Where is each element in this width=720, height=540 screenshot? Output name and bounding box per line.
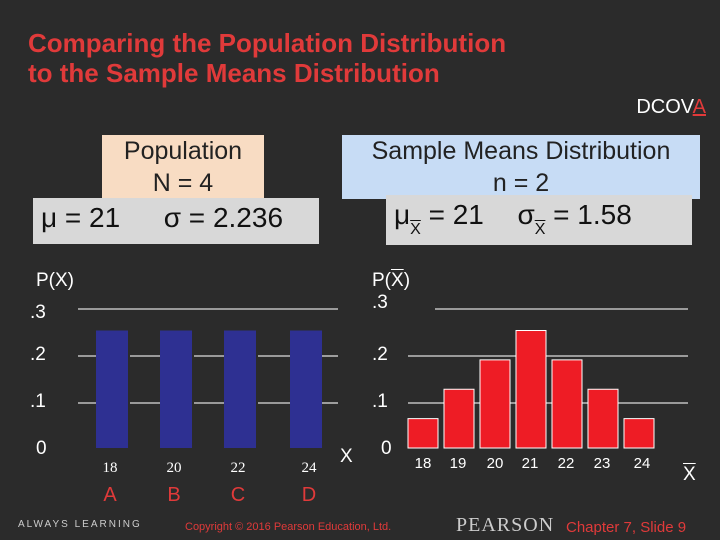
sample-bar [515,330,547,449]
sample-xlabel: X [683,464,696,485]
sample-xtick: 21 [521,455,539,472]
sample-ytick: .3 [372,292,388,313]
sample-xtick: 24 [633,455,651,472]
sample-mu-symbol: μ [394,199,411,230]
sample-mu-sub: X [410,221,421,238]
sample-bar [623,418,655,449]
sample-bar [407,418,439,449]
sample-bar [479,359,511,449]
population-xtick: 22 [230,460,246,476]
footer-always-learning: ALWAYS LEARNING [18,519,142,530]
footer-copyright: Copyright © 2016 Pearson Education, Ltd. [185,521,392,533]
sample-formula: μX = 21 σX = 1.58 [386,195,692,245]
sample-xtick: 23 [593,455,611,472]
population-letter: B [167,484,181,506]
population-xlabel: X [340,446,353,467]
pearson-logo: PEARSON [456,514,555,536]
population-mu: μ = 21 [41,202,121,233]
sample-bar [443,388,475,449]
slide-title: Comparing the Population Distribution to… [28,28,668,88]
sample-ylabel: P(X) [372,270,410,292]
population-xtick: 20 [166,460,182,476]
sample-sigma-symbol: σ [517,199,535,230]
population-bar [290,330,322,448]
slide-number: Chapter 7, Slide 9 [566,519,687,536]
sample-ytick: .1 [372,391,388,412]
sample-ytick: .2 [372,344,388,365]
population-bar [160,330,192,448]
population-bar [224,330,256,448]
population-sigma: σ = 2.236 [163,202,284,233]
population-ytick: .1 [30,391,46,412]
population-letter: A [103,484,117,506]
sample-bar [587,388,619,449]
title-line-1: Comparing the Population Distribution [28,28,507,58]
sample-box: Sample Means Distribution n = 2 [342,135,700,199]
population-ytick: .3 [30,302,46,323]
sample-xtick: 22 [557,455,575,472]
population-bar [96,330,128,448]
sample-sigma-sub: X [534,221,546,238]
population-label: Population [123,137,243,165]
population-ytick: .2 [30,344,46,365]
population-formula: μ = 21 σ = 2.236 [33,198,319,244]
population-letter: C [230,484,246,506]
title-line-2: to the Sample Means Distribution [28,58,440,88]
tag-highlight: A [692,96,706,118]
sample-bar [551,359,583,449]
sample-ylabel-prefix: P( [372,270,391,291]
tag-prefix: DCOV [636,96,693,118]
sample-sigma-value: = 1.58 [553,199,632,230]
sample-ylabel-var: X [391,270,404,291]
sample-xtick: 18 [414,455,432,472]
population-xtick: 18 [102,460,118,476]
sample-xtick: 19 [449,455,467,472]
population-ytick: 0 [36,438,47,459]
dcova-tag: DCOVA [636,96,706,119]
population-letter: D [301,484,317,506]
sample-n: n = 2 [492,169,550,197]
population-box: Population N = 4 [102,135,264,203]
population-xtick: 24 [301,460,317,476]
sample-xtick: 20 [486,455,504,472]
sample-ylabel-suffix: ) [403,270,411,291]
sample-label: Sample Means Distribution [371,137,671,165]
population-ylabel: P(X) [36,270,74,291]
population-n: N = 4 [152,169,214,197]
sample-ytick: 0 [381,438,392,459]
sample-mu-value: = 21 [428,199,484,230]
